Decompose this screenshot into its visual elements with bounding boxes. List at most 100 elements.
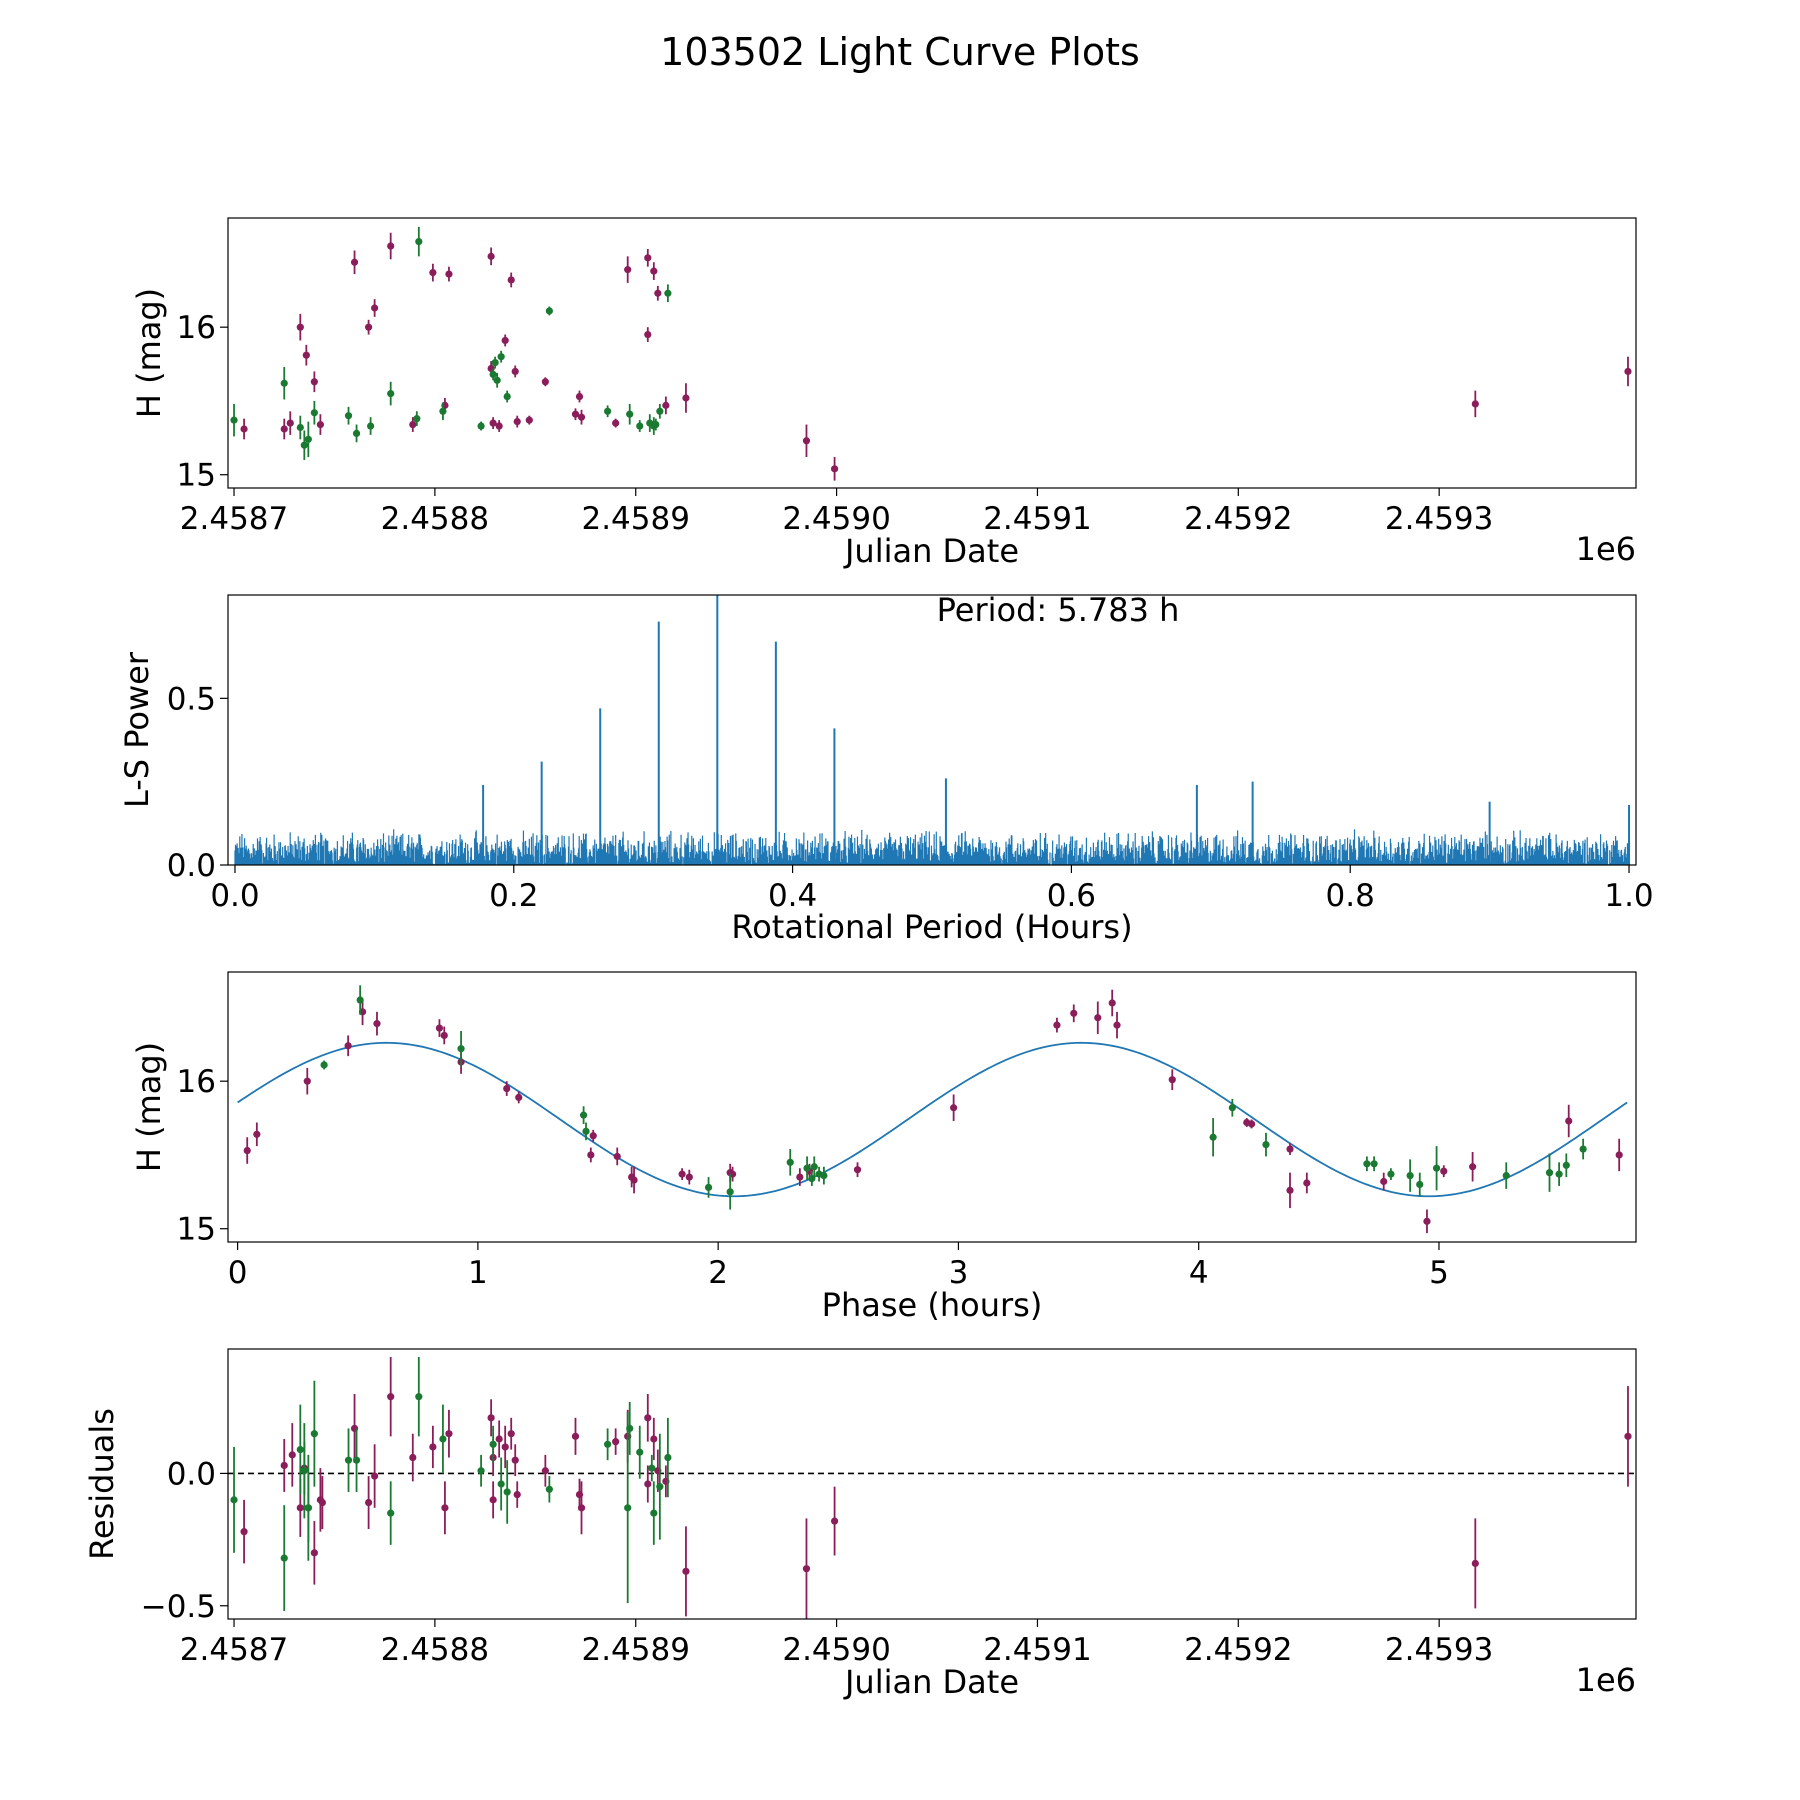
light-curve-magenta-point [489,419,497,427]
light-curve-magenta-point [409,420,417,429]
residuals-ticks: 2.4587 2.4588 2.4589 2.4590 2.4591 2.4592 2.45… [141,1456,1494,1668]
light-curve-green-point [415,238,423,246]
phase-fold-green-point [1262,1141,1270,1149]
phase-fold-magenta-point [1053,1021,1061,1029]
residuals-magenta-point [802,1565,811,1573]
phase-fold-x-tick-label: 2 [708,1255,728,1291]
phase-fold-green-point [582,1127,590,1135]
light-curve-magenta-point [507,276,515,284]
residuals-x-tick-label: 2.4592 [1184,1632,1292,1668]
phase-fold-green-point [1387,1170,1395,1178]
light-curve-green-point [656,407,664,415]
phase-fold-green-point [704,1183,713,1192]
residuals-y-tick-label: 0.0 [167,1456,216,1492]
light-curve-green-point [652,420,660,429]
residuals-green-point [352,1456,361,1464]
residuals-green-point [477,1467,485,1475]
residuals-magenta-point [364,1498,373,1507]
light-curve-magenta-point [511,367,519,376]
residuals-magenta-point [577,1504,586,1512]
phase-fold-magenta-point [1423,1217,1431,1225]
light-curve-x-tick-label: 2.4591 [983,501,1091,537]
phase-fold-magenta-point [440,1031,448,1040]
light-curve-magenta-point [513,418,521,426]
periodogram-y-tick-label: 0.5 [167,681,216,717]
periodogram-ticks: 0.0 0.2 0.4 0.6 0.8 1.0 0.0 0.5 [167,681,1654,914]
residuals-x-tick-label: 2.4590 [782,1632,890,1668]
phase-fold-green-point [726,1188,734,1196]
residuals-y-tick-label: −0.5 [141,1589,216,1625]
light-curve-green-point [367,422,375,430]
periodogram-plot-area [234,595,1631,865]
phase-fold-magenta-point [1094,1014,1102,1022]
residuals-green-point [344,1456,353,1464]
light-curve-magenta-point [650,267,658,275]
light-curve-magenta-point [644,330,652,339]
light-curve-magenta-point [830,465,839,473]
residuals-magenta-point [644,1480,652,1488]
residuals-magenta-point [501,1443,509,1451]
residuals-magenta-point [682,1567,690,1575]
phase-fold-magenta-point [853,1166,862,1174]
residuals-green-point [489,1440,497,1448]
light-curve-green-point [296,423,304,432]
light-curve-green-point [344,412,353,420]
light-curve-x-tick-label: 2.4592 [1184,501,1292,537]
residuals-magenta-point [1624,1432,1632,1440]
residuals-x-label: Julian Date [843,1663,1019,1701]
phase-fold-y-tick-label: 16 [177,1064,216,1100]
residuals-x-tick-label: 2.4593 [1385,1632,1493,1668]
light-curve-green-point [545,307,553,315]
phase-fold-green-point [1502,1172,1510,1180]
residuals-green-point [656,1483,664,1491]
panel-periodogram: 0.0 0.2 0.4 0.6 0.8 1.0 0.0 0.5 Period: 5.783 h… [118,591,1654,946]
panel-phase-fold: 0 1 2 3 4 5 15 16 Phase (hours) H (mag) [130,971,1637,1324]
phase-fold-green-point [786,1158,794,1166]
residuals-green-point [664,1453,672,1462]
light-curve-magenta-point [371,304,379,312]
light-curve-magenta-point [575,392,584,401]
phase-fold-magenta-point [685,1173,693,1181]
phase-fold-green-point [803,1164,811,1172]
phase-fold-magenta-point [503,1084,511,1093]
phase-fold-green-point [1406,1172,1414,1180]
residuals-marks [228,1356,1636,1619]
light-curve-magenta-point [1471,400,1479,408]
residuals-magenta-point [1471,1559,1479,1568]
phase-fold-magenta-point [435,1024,444,1032]
residuals-green-point [230,1496,238,1504]
phase-fold-plot-area [237,985,1628,1234]
periodogram-y-tick-label: 0.0 [167,848,216,884]
phase-fold-green-point [1432,1164,1441,1172]
phase-fold-green-point [1579,1145,1587,1153]
residuals-magenta-point [288,1451,296,1459]
light-curve-green-point [489,370,497,378]
residuals-magenta-point [612,1438,620,1446]
phase-fold-green-point [1555,1170,1563,1178]
phase-fold-x-tick-label: 4 [1189,1255,1209,1291]
light-curve-magenta-point [654,289,662,297]
light-curve-x-label: Julian Date [843,532,1019,570]
light-curve-green-point [230,416,238,424]
residuals-magenta-point [445,1430,453,1438]
residuals-magenta-point [650,1435,658,1443]
residuals-magenta-point [830,1517,839,1525]
phase-fold-magenta-point [1440,1167,1448,1175]
residuals-green-point [387,1509,395,1517]
light-curve-magenta-point [280,425,288,433]
light-curve-magenta-point [302,351,310,359]
light-curve-y-label: H (mag) [130,288,168,418]
periodogram-x-tick-label: 1.0 [1604,878,1653,914]
light-curve-magenta-point [541,378,549,386]
phase-fold-magenta-point [613,1152,621,1161]
light-curve-green-point [636,422,644,430]
residuals-green-point [280,1554,288,1562]
residuals-magenta-point [513,1490,521,1499]
residuals-magenta-point [441,1504,449,1512]
phase-fold-x-tick-label: 1 [468,1255,488,1291]
residuals-x-tick-label: 2.4587 [180,1632,288,1668]
phase-fold-magenta-point [587,1151,595,1159]
phase-fold-y-label: H (mag) [130,1042,168,1172]
residuals-green-point [310,1430,318,1438]
phase-fold-magenta-point [1565,1117,1573,1125]
